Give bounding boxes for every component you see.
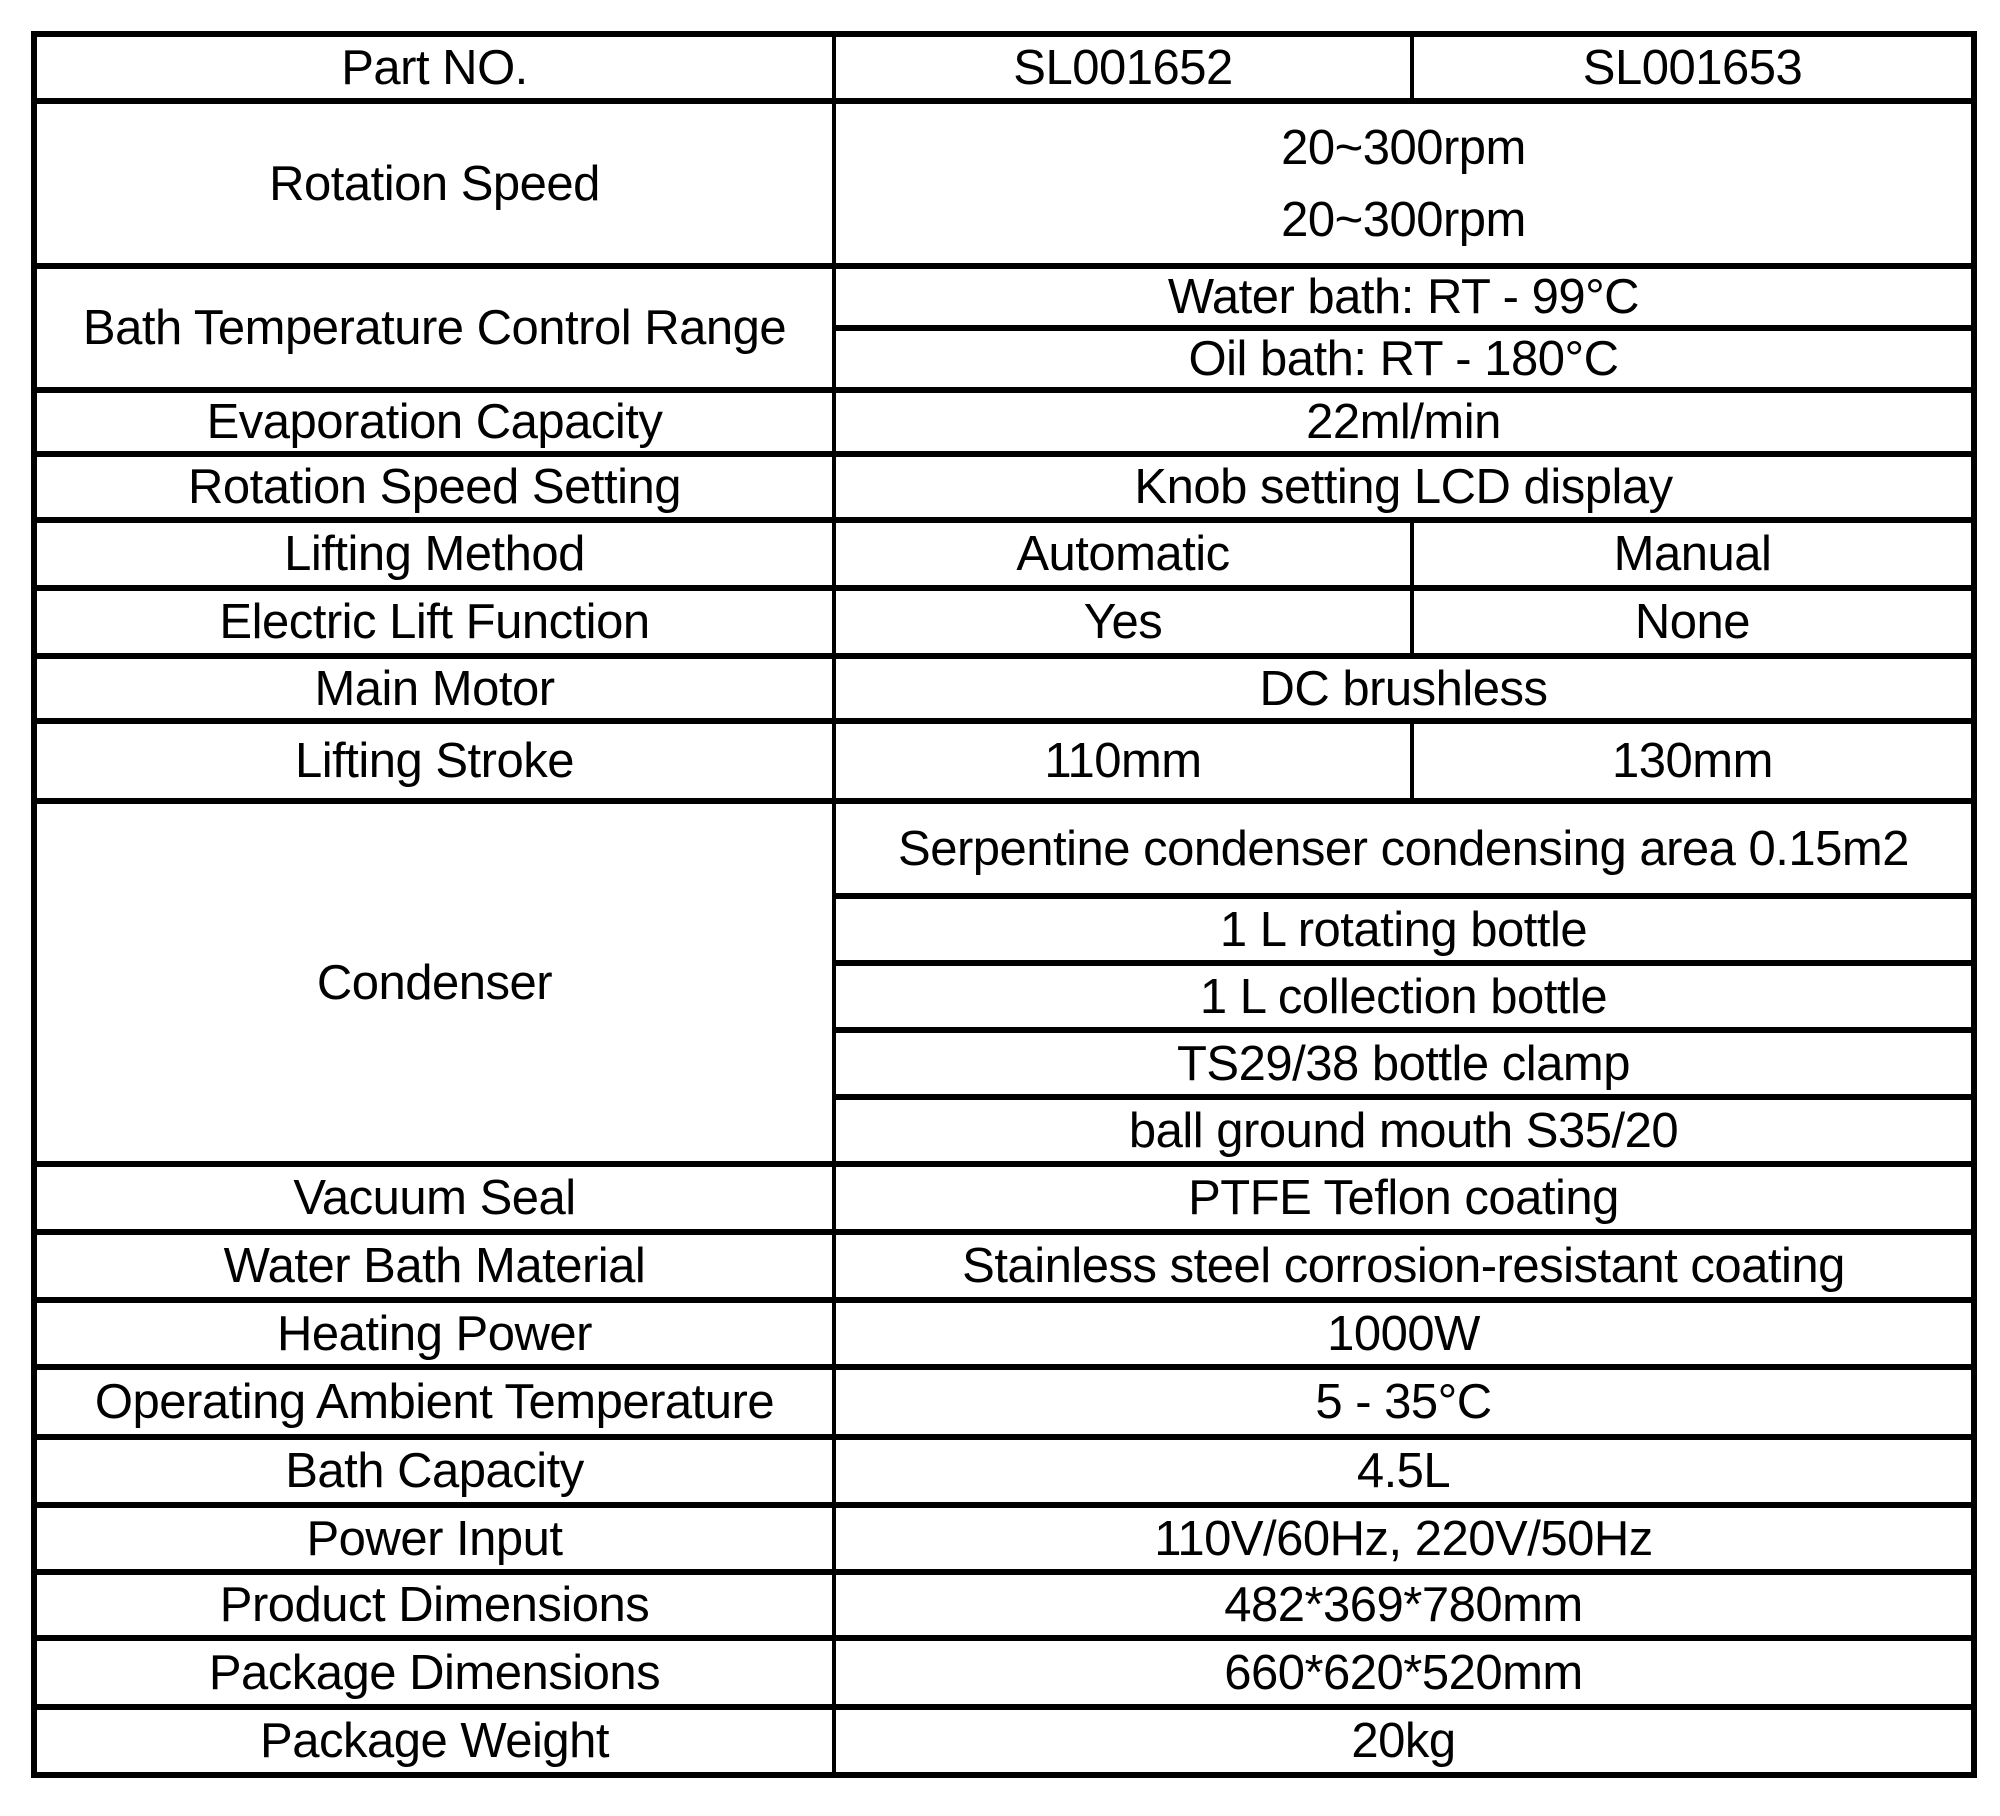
rotation-speed-setting-label-cell: Rotation Speed Setting: [32, 451, 836, 523]
table-row-operating-ambient-temperature: Operating Ambient Temperature 5 - 35°C: [32, 1364, 1976, 1440]
table-row-water-bath-material: Water Bath Material Stainless steel corr…: [32, 1229, 1976, 1303]
lifting-method-label-cell: Lifting Method: [32, 517, 836, 591]
table-row-condenser: Condenser Serpentine condenser condensin…: [32, 798, 1976, 1167]
lifting-method-sl001652-cell: Automatic: [832, 517, 1414, 591]
rotation-speed-value-line2: 20~300rpm: [1281, 192, 1526, 247]
rotation-speed-value-cell: 20~300rpm 20~300rpm: [832, 98, 1976, 269]
heating-power-label-cell: Heating Power: [32, 1297, 836, 1370]
water-bath-material-value-cell: Stainless steel corrosion-resistant coat…: [832, 1229, 1976, 1303]
condenser-item-collection-bottle-cell: 1 L collection bottle: [832, 960, 1976, 1033]
electric-lift-function-sl001652-cell: Yes: [832, 585, 1414, 659]
table-row-lifting-stroke: Lifting Stroke 110mm 130mm: [32, 718, 1976, 804]
table-row-rotation-speed-setting: Rotation Speed Setting Knob setting LCD …: [32, 451, 1976, 523]
table-row-condenser-item: 1 L rotating bottle: [34, 893, 1976, 966]
condenser-item-bottle-clamp-cell: TS29/38 bottle clamp: [832, 1027, 1976, 1100]
main-motor-value-cell: DC brushless: [832, 653, 1976, 724]
product-dimensions-label-cell: Product Dimensions: [32, 1569, 836, 1641]
spec-table: Part NO. SL001652 SL001653 Rotation Spee…: [31, 31, 1977, 1778]
heating-power-value-cell: 1000W: [832, 1297, 1976, 1370]
table-row-bath-temperature: Bath Temperature Control Range Water bat…: [32, 263, 1976, 393]
product-dimensions-value-cell: 482*369*780mm: [832, 1569, 1976, 1641]
water-bath-material-label-cell: Water Bath Material: [32, 1229, 836, 1303]
table-row-package-dimensions: Package Dimensions 660*620*520mm: [32, 1635, 1976, 1710]
oil-bath-value-cell: Oil bath: RT - 180°C: [832, 325, 1976, 393]
table-row-heating-power: Heating Power 1000W: [32, 1297, 1976, 1370]
rotation-speed-value-line1: 20~300rpm: [1281, 120, 1526, 175]
electric-lift-function-sl001653-cell: None: [1410, 585, 1976, 659]
table-row-evaporation-capacity: Evaporation Capacity 22ml/min: [32, 387, 1976, 457]
main-motor-label-cell: Main Motor: [32, 653, 836, 724]
evaporation-capacity-value-cell: 22ml/min: [832, 387, 1976, 457]
bath-capacity-value-cell: 4.5L: [832, 1434, 1976, 1508]
part-no-header-cell: Part NO.: [32, 31, 836, 104]
model-sl001653-header-cell: SL001653: [1410, 31, 1976, 104]
model-sl001652-header-cell: SL001652: [832, 31, 1414, 104]
bath-capacity-label-cell: Bath Capacity: [32, 1434, 836, 1508]
vacuum-seal-value-cell: PTFE Teflon coating: [832, 1161, 1976, 1235]
condenser-item-serpentine-cell: Serpentine condenser condensing area 0.1…: [832, 798, 1976, 899]
table-row-condenser-item: 1 L collection bottle: [34, 960, 1976, 1033]
operating-ambient-temperature-label-cell: Operating Ambient Temperature: [32, 1364, 836, 1440]
condenser-item-ball-ground-mouth-cell: ball ground mouth S35/20: [832, 1094, 1976, 1167]
table-row-main-motor: Main Motor DC brushless: [32, 653, 1976, 724]
table-row-oil-bath: Oil bath: RT - 180°C: [34, 325, 1976, 393]
table-row-bath-capacity: Bath Capacity 4.5L: [32, 1434, 1976, 1508]
table-row-lifting-method: Lifting Method Automatic Manual: [32, 517, 1976, 591]
power-input-label-cell: Power Input: [32, 1502, 836, 1575]
package-weight-value-cell: 20kg: [832, 1704, 1976, 1778]
lifting-stroke-sl001653-cell: 130mm: [1410, 718, 1976, 804]
table-row-package-weight: Package Weight 20kg: [32, 1704, 1976, 1778]
table-row-condenser-item: TS29/38 bottle clamp: [34, 1027, 1976, 1100]
table-row-condenser-item: ball ground mouth S35/20: [34, 1094, 1976, 1167]
package-dimensions-label-cell: Package Dimensions: [32, 1635, 836, 1710]
power-input-value-cell: 110V/60Hz, 220V/50Hz: [832, 1502, 1976, 1575]
rotation-speed-setting-value-cell: Knob setting LCD display: [832, 451, 1976, 523]
bath-temperature-label-cell: Bath Temperature Control Range: [32, 263, 836, 393]
lifting-stroke-sl001652-cell: 110mm: [832, 718, 1414, 804]
table-row-header: Part NO. SL001652 SL001653: [32, 31, 1976, 104]
electric-lift-function-label-cell: Electric Lift Function: [32, 585, 836, 659]
package-weight-label-cell: Package Weight: [32, 1704, 836, 1778]
rotation-speed-label-cell: Rotation Speed: [32, 98, 836, 269]
table-row-product-dimensions: Product Dimensions 482*369*780mm: [32, 1569, 1976, 1641]
lifting-method-sl001653-cell: Manual: [1410, 517, 1976, 591]
table-row-power-input: Power Input 110V/60Hz, 220V/50Hz: [32, 1502, 1976, 1575]
condenser-item-rotating-bottle-cell: 1 L rotating bottle: [832, 893, 1976, 966]
lifting-stroke-label-cell: Lifting Stroke: [32, 718, 836, 804]
table-row-vacuum-seal: Vacuum Seal PTFE Teflon coating: [32, 1161, 1976, 1235]
water-bath-value-cell: Water bath: RT - 99°C: [832, 263, 1976, 331]
evaporation-capacity-label-cell: Evaporation Capacity: [32, 387, 836, 457]
operating-ambient-temperature-value-cell: 5 - 35°C: [832, 1364, 1976, 1440]
vacuum-seal-label-cell: Vacuum Seal: [32, 1161, 836, 1235]
table-row-electric-lift-function: Electric Lift Function Yes None: [32, 585, 1976, 659]
condenser-label-cell: Condenser: [32, 798, 836, 1167]
table-row-rotation-speed: Rotation Speed 20~300rpm 20~300rpm: [32, 98, 1976, 269]
package-dimensions-value-cell: 660*620*520mm: [832, 1635, 1976, 1710]
